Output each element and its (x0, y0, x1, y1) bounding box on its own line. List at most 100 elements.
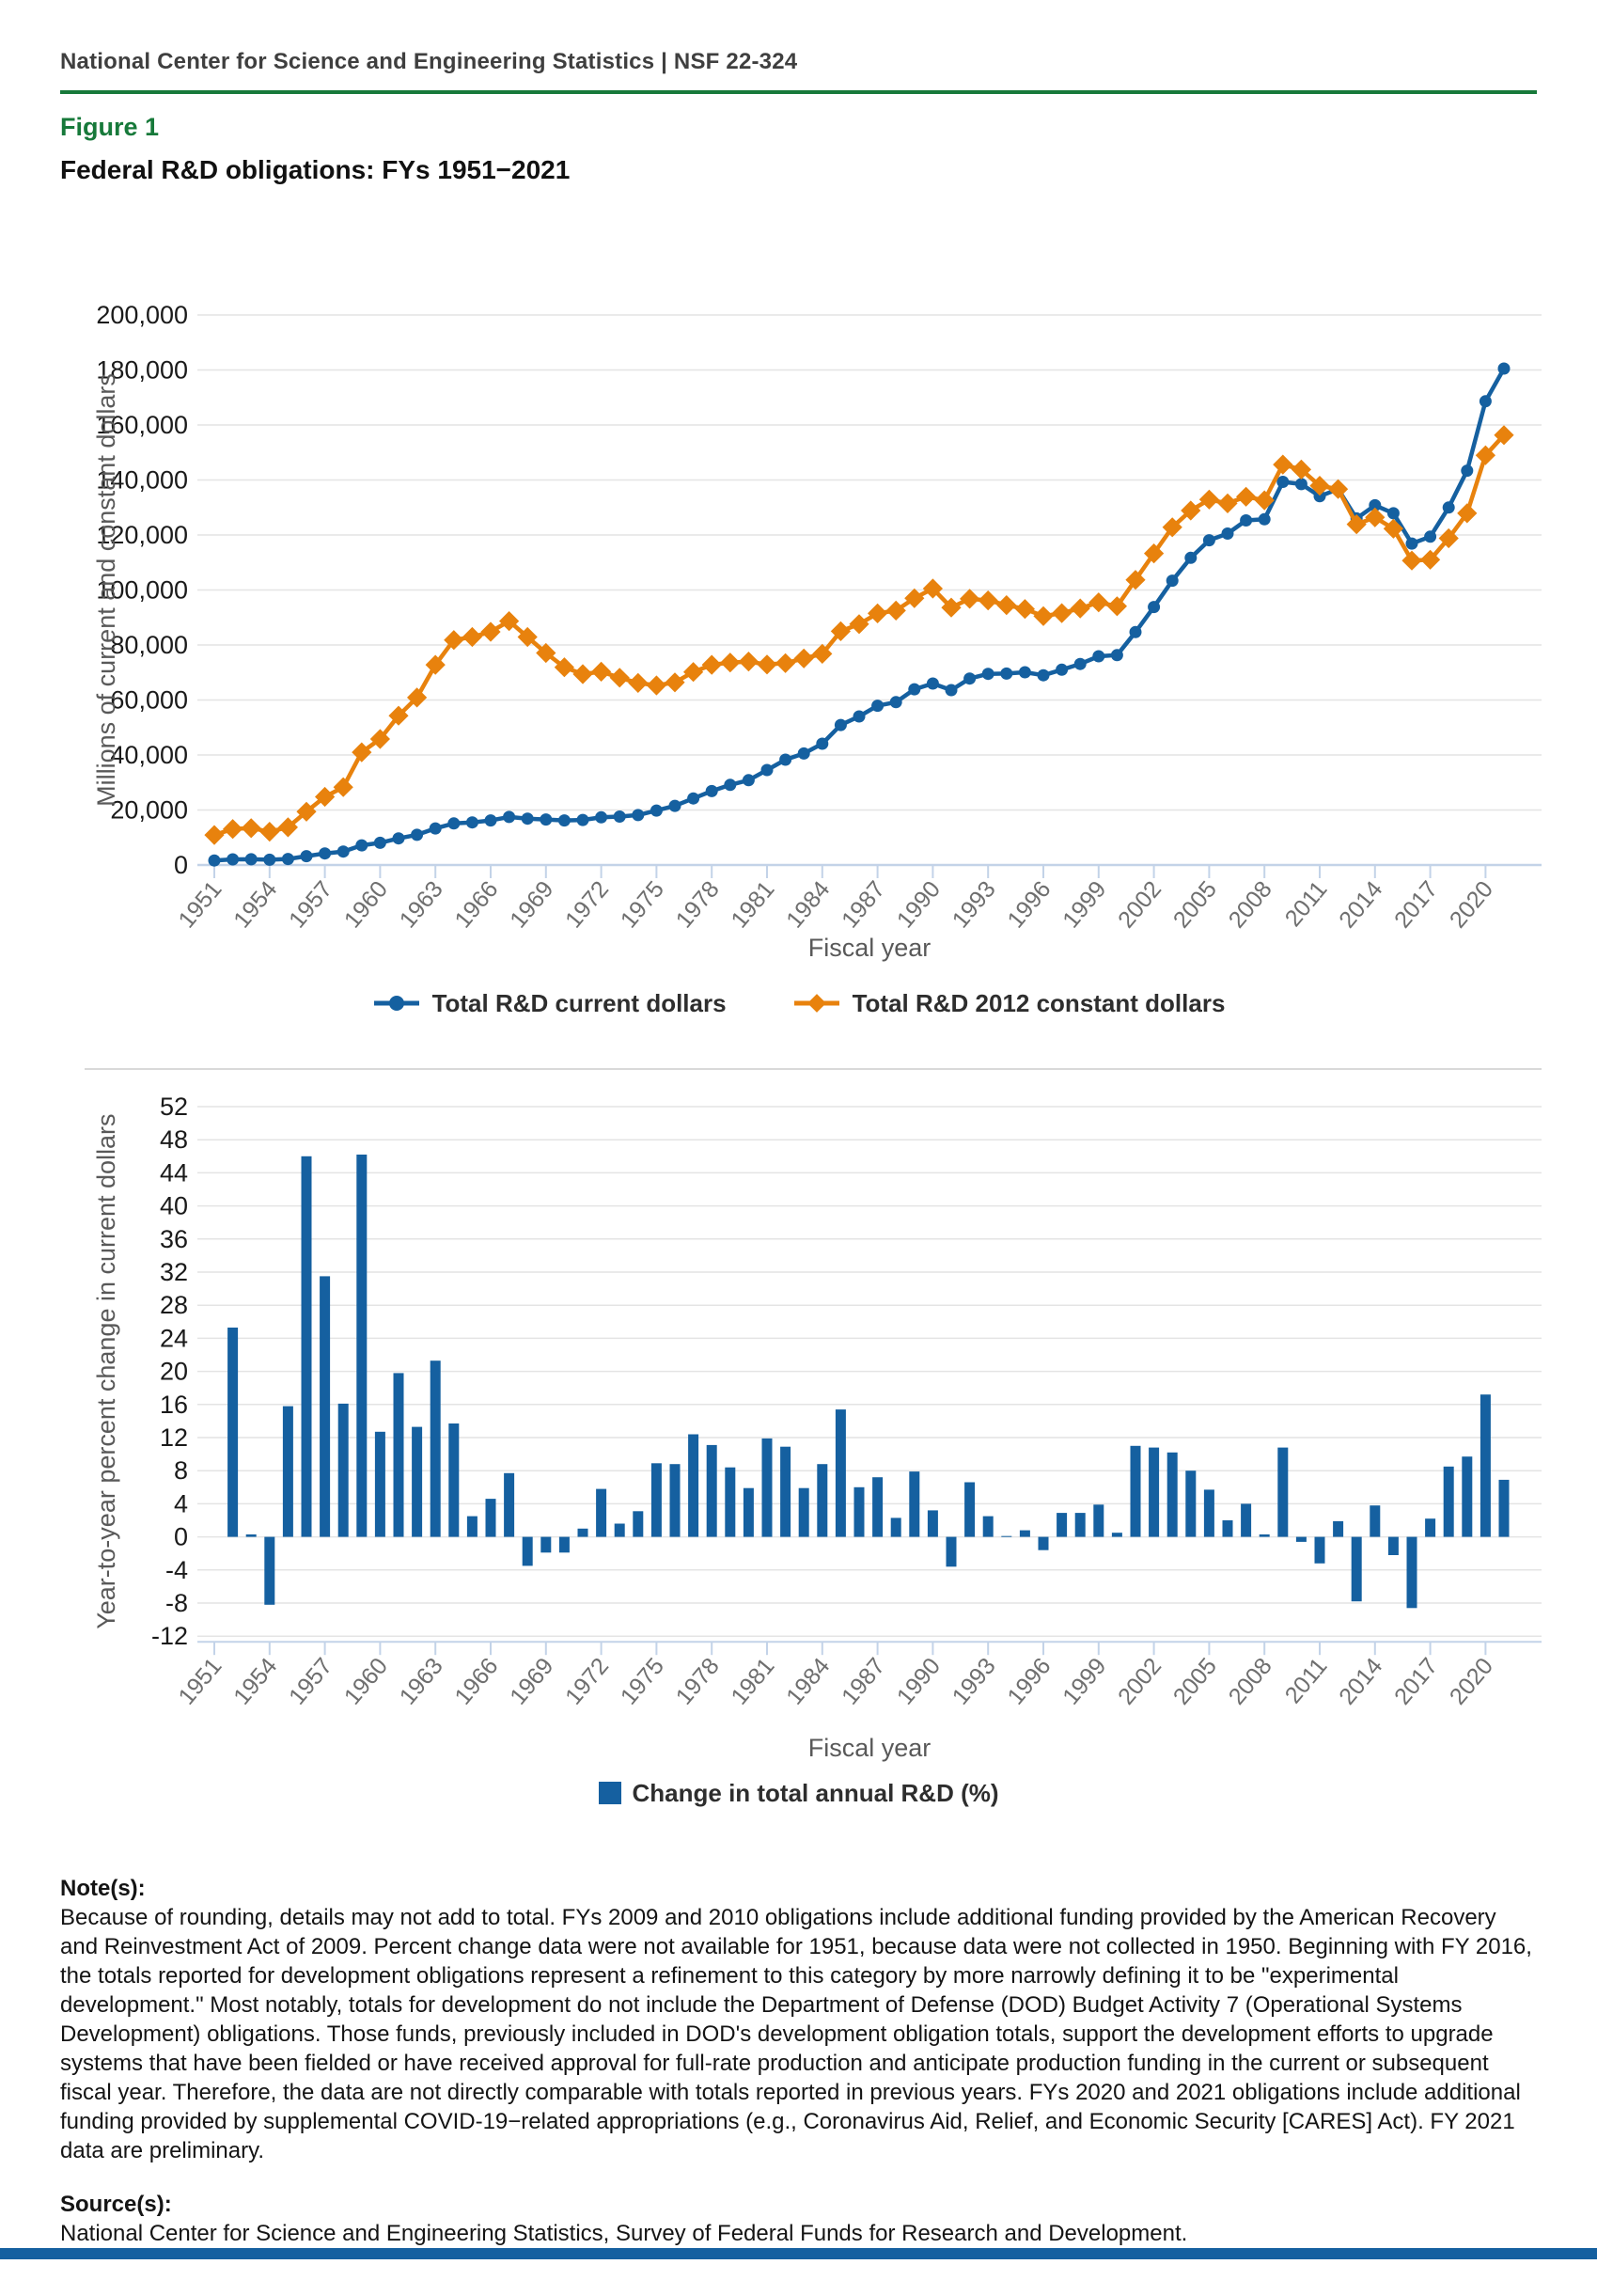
svg-text:100,000: 100,000 (96, 576, 188, 605)
line-circle-marker-icon (373, 996, 419, 1011)
source-block: Source(s): National Center for Science a… (60, 2190, 1537, 2248)
footer-band (0, 2248, 1597, 2259)
svg-text:1990: 1990 (892, 1653, 946, 1710)
svg-text:1963: 1963 (395, 876, 448, 934)
legend-item-constant-dollars: Total R&D 2012 constant dollars (792, 988, 1226, 1018)
svg-text:28: 28 (160, 1291, 188, 1319)
line-chart-legend: Total R&D current dollars Total R&D 2012… (0, 983, 1597, 1024)
svg-text:12: 12 (160, 1423, 188, 1452)
svg-text:-4: -4 (165, 1556, 188, 1584)
svg-text:1972: 1972 (560, 1653, 614, 1710)
svg-text:2020: 2020 (1445, 876, 1498, 934)
svg-text:1981: 1981 (726, 876, 779, 934)
square-marker-icon (598, 1782, 621, 1804)
legend-label-constant-dollars: Total R&D 2012 constant dollars (852, 988, 1226, 1017)
figure-title: Federal R&D obligations: FYs 1951−2021 (60, 155, 571, 184)
svg-text:1957: 1957 (284, 876, 337, 934)
svg-text:Fiscal year: Fiscal year (808, 934, 932, 962)
svg-text:1966: 1966 (449, 1653, 503, 1710)
legend-item-current-dollars: Total R&D current dollars (372, 989, 727, 1018)
svg-text:1978: 1978 (671, 876, 725, 934)
svg-text:140,000: 140,000 (96, 466, 188, 495)
svg-text:1951: 1951 (173, 876, 227, 934)
svg-text:1975: 1975 (616, 876, 669, 934)
source-heading: Source(s): (60, 2192, 172, 2217)
svg-text:180,000: 180,000 (96, 356, 188, 385)
svg-text:1960: 1960 (339, 876, 393, 934)
svg-text:16: 16 (160, 1391, 188, 1419)
svg-text:48: 48 (160, 1125, 188, 1154)
svg-text:1957: 1957 (284, 1653, 337, 1710)
svg-text:24: 24 (160, 1324, 188, 1352)
line-diamond-marker-icon (793, 994, 839, 1013)
legend-label-percent-change: Change in total annual R&D (%) (632, 1778, 999, 1807)
svg-text:1969: 1969 (505, 876, 558, 934)
svg-text:1999: 1999 (1057, 1653, 1111, 1710)
svg-text:8: 8 (174, 1456, 188, 1485)
svg-text:36: 36 (160, 1225, 188, 1253)
svg-text:20: 20 (160, 1358, 188, 1386)
svg-text:2020: 2020 (1445, 1653, 1498, 1710)
svg-text:2014: 2014 (1334, 1653, 1387, 1710)
svg-text:1996: 1996 (1002, 876, 1056, 934)
svg-text:2002: 2002 (1113, 876, 1166, 934)
svg-text:120,000: 120,000 (96, 521, 188, 549)
svg-text:1969: 1969 (505, 1653, 558, 1710)
svg-text:1972: 1972 (560, 876, 614, 934)
svg-text:20,000: 20,000 (110, 796, 188, 825)
svg-text:2002: 2002 (1113, 1653, 1166, 1710)
svg-text:160,000: 160,000 (96, 411, 188, 439)
svg-text:52: 52 (160, 1093, 188, 1121)
svg-text:1990: 1990 (892, 876, 946, 934)
svg-text:0: 0 (174, 1523, 188, 1551)
svg-text:60,000: 60,000 (110, 686, 188, 715)
svg-text:200,000: 200,000 (96, 301, 188, 329)
notes-block: Note(s): Because of rounding, details ma… (60, 1874, 1537, 2165)
bar-chart-legend: Change in total annual R&D (%) (0, 1772, 1597, 1814)
svg-text:0: 0 (174, 851, 188, 879)
svg-text:80,000: 80,000 (110, 631, 188, 659)
svg-text:2017: 2017 (1389, 1653, 1443, 1710)
svg-text:1954: 1954 (228, 876, 282, 934)
svg-text:2014: 2014 (1334, 876, 1387, 934)
svg-text:40: 40 (160, 1192, 188, 1220)
svg-text:1978: 1978 (671, 1653, 725, 1710)
svg-text:-12: -12 (151, 1622, 188, 1650)
svg-text:44: 44 (160, 1158, 188, 1187)
svg-text:1993: 1993 (947, 1653, 1001, 1710)
svg-text:1996: 1996 (1002, 1653, 1056, 1710)
svg-text:32: 32 (160, 1258, 188, 1286)
svg-text:1966: 1966 (449, 876, 503, 934)
svg-text:Millions of current and consta: Millions of current and constant dollars (92, 373, 120, 807)
svg-text:1984: 1984 (781, 1653, 835, 1710)
svg-text:1963: 1963 (395, 1653, 448, 1710)
svg-text:1981: 1981 (726, 1653, 779, 1710)
document-header: National Center for Science and Engineer… (60, 49, 798, 74)
svg-text:1960: 1960 (339, 1653, 393, 1710)
svg-text:2005: 2005 (1168, 876, 1222, 934)
notes-heading: Note(s): (60, 1876, 146, 1901)
svg-text:1987: 1987 (837, 1653, 890, 1710)
svg-text:2008: 2008 (1224, 876, 1277, 934)
notes-text: Because of rounding, details may not add… (60, 1905, 1532, 2163)
figure-label: Figure 1 (60, 113, 160, 141)
svg-text:4: 4 (174, 1489, 188, 1518)
svg-text:2017: 2017 (1389, 876, 1443, 934)
svg-text:1993: 1993 (947, 876, 1001, 934)
svg-text:1951: 1951 (173, 1653, 227, 1710)
svg-text:40,000: 40,000 (110, 741, 188, 769)
svg-text:1984: 1984 (781, 876, 835, 934)
legend-label-current-dollars: Total R&D current dollars (431, 988, 727, 1017)
svg-text:1987: 1987 (837, 876, 890, 934)
rd-obligations-line-chart: 0 20,000 40,000 60,000 80,000 100,000 120,000 1… (92, 301, 1542, 962)
svg-text:1975: 1975 (616, 1653, 669, 1710)
svg-text:1954: 1954 (228, 1653, 282, 1710)
header-divider (60, 90, 1537, 94)
svg-text:2008: 2008 (1224, 1653, 1277, 1710)
svg-text:-8: -8 (165, 1589, 188, 1617)
svg-text:2011: 2011 (1280, 1653, 1333, 1708)
svg-text:Year-to-year percent change in: Year-to-year percent change in current d… (92, 1113, 120, 1628)
